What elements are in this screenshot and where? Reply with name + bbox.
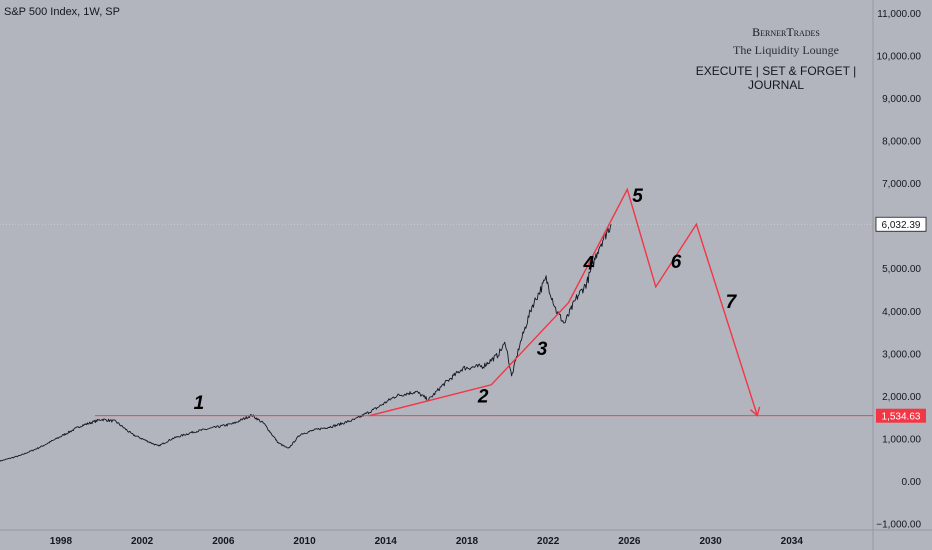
support-price-box [876, 408, 926, 423]
current-price-box [875, 216, 927, 232]
projection-arrow-head [749, 406, 761, 417]
x-tick-label: 2018 [456, 536, 479, 547]
y-tick-label: 10,000.00 [877, 51, 922, 62]
y-tick-label: 8,000.00 [882, 136, 921, 147]
wave-label: 5 [632, 186, 643, 207]
y-tick-label: 3,000.00 [882, 349, 921, 360]
y-tick-label: −1,000.00 [876, 520, 921, 531]
x-tick-label: 2002 [131, 536, 154, 547]
y-tick-label: 7,000.00 [882, 179, 921, 190]
support-price-label: 1,534.63 [882, 412, 921, 423]
x-tick-label: 1998 [50, 536, 73, 547]
brand-name: BernerTrades [752, 25, 820, 39]
brand-subtitle: The Liquidity Lounge [733, 43, 839, 57]
x-tick-label: 2034 [781, 536, 804, 547]
x-tick-label: 2006 [212, 536, 235, 547]
y-tick-label: 4,000.00 [882, 307, 921, 318]
chart-title: S&P 500 Index, 1W, SP [4, 6, 120, 18]
wave-label: 2 [477, 387, 489, 408]
wave-label: 7 [726, 292, 738, 313]
y-tick-label: 9,000.00 [882, 94, 921, 105]
y-tick-label: 2,000.00 [882, 392, 921, 403]
projection-path [369, 187, 758, 417]
wave-label: 1 [194, 393, 205, 414]
current-price-label: 6,032.39 [882, 220, 921, 231]
y-tick-label: 0.00 [902, 477, 922, 488]
wave-label: 4 [582, 253, 594, 274]
x-tick-label: 2014 [375, 536, 398, 547]
x-tick-label: 2022 [537, 536, 560, 547]
wave-label: 3 [537, 339, 548, 360]
x-tick-label: 2030 [699, 536, 722, 547]
y-tick-label: 11,000.00 [877, 9, 921, 20]
x-tick-label: 2026 [618, 536, 641, 547]
x-tick-label: 2010 [293, 536, 316, 547]
y-tick-label: 1,000.00 [882, 434, 921, 445]
y-tick-label: 5,000.00 [882, 264, 921, 275]
brand-tagline: EXECUTE | SET & FORGET | JOURNAL [695, 64, 857, 92]
price-series-line [0, 224, 612, 462]
wave-label: 6 [671, 252, 682, 273]
